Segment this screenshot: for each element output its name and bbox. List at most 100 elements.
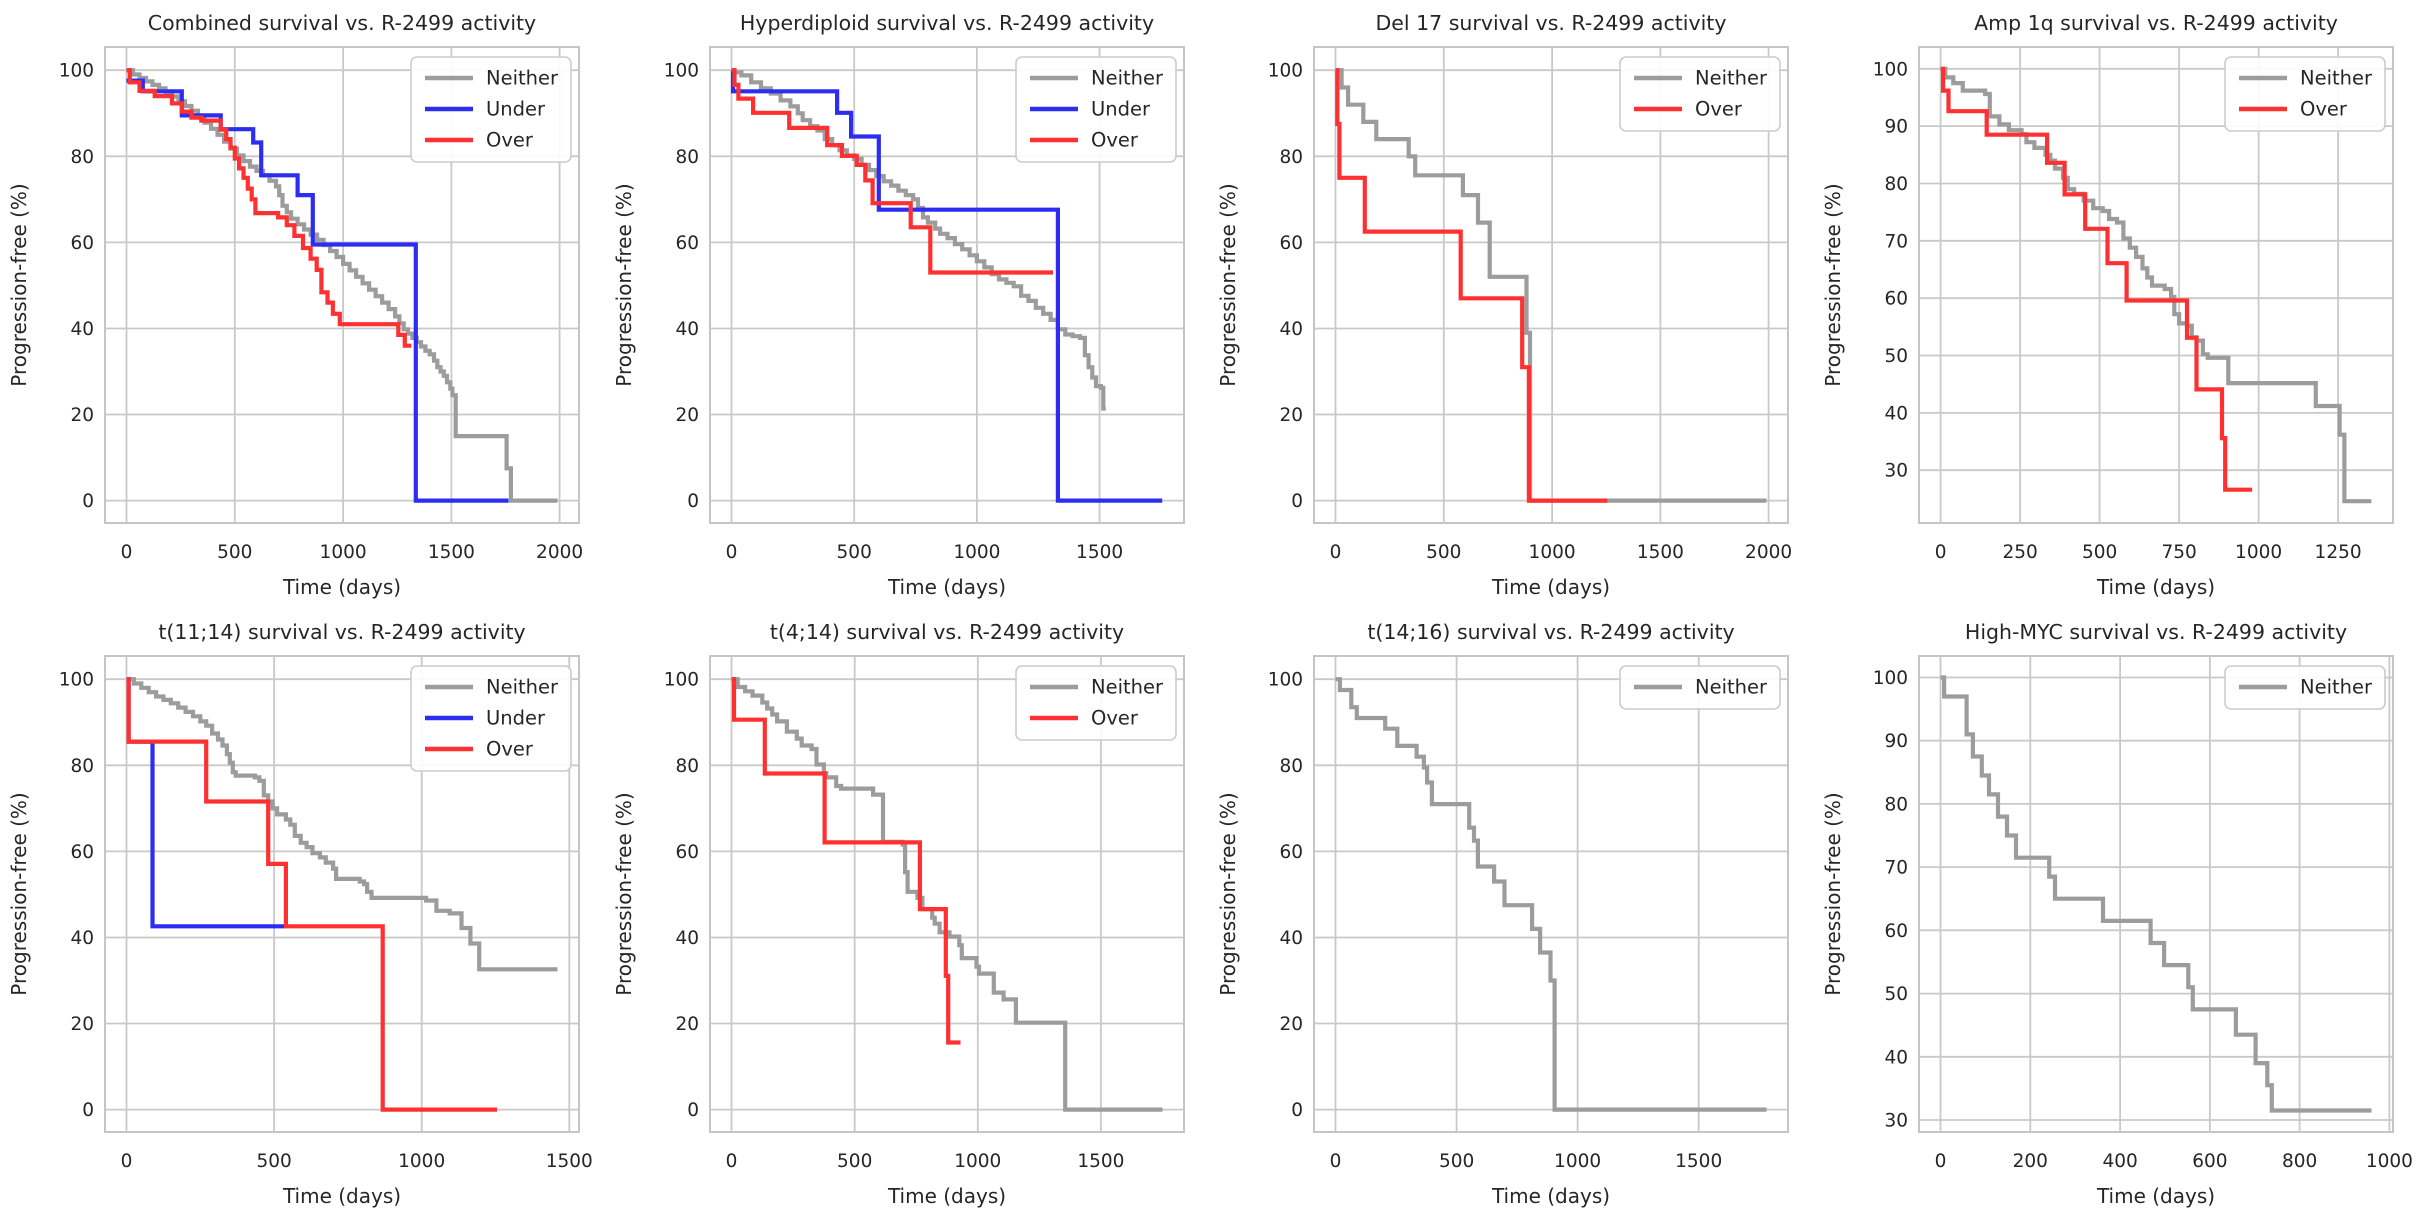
legend-label-under: Under xyxy=(486,707,546,730)
y-tick-label: 80 xyxy=(675,756,699,777)
y-tick-label: 20 xyxy=(675,405,699,426)
series-line-neither xyxy=(1335,677,1767,1112)
y-axis-label: Progression-free (%) xyxy=(1216,792,1240,995)
y-tick-label: 0 xyxy=(687,491,699,512)
series-line-neither xyxy=(126,677,558,972)
legend-label-neither: Neither xyxy=(486,676,559,699)
y-tick-label: 20 xyxy=(1279,405,1303,426)
x-tick-label: 600 xyxy=(2192,1151,2227,1172)
legend: Neither xyxy=(1619,665,1781,710)
y-axis-label: Progression-free (%) xyxy=(612,183,636,386)
y-tick-label: 90 xyxy=(1884,117,1908,138)
x-tick-label: 1500 xyxy=(546,1151,593,1172)
x-tick-label: 0 xyxy=(725,1151,737,1172)
x-axis-label: Time (days) xyxy=(2095,575,2214,599)
y-tick-label: 100 xyxy=(1872,59,1907,80)
x-tick-label: 500 xyxy=(1426,542,1461,563)
x-tick-label: 0 xyxy=(1330,542,1342,563)
legend-label-over: Over xyxy=(1091,129,1139,152)
subplot-hyperdiploid-survival: 0 500 1000 1500 0 20 40 60 80 100 Hyperdiploid sur… xyxy=(604,0,1209,609)
x-tick-label: 1000 xyxy=(953,542,1000,563)
x-tick-label: 200 xyxy=(2012,1151,2047,1172)
legend-label-under: Under xyxy=(1091,98,1151,121)
plot-title: Amp 1q survival vs. R-2499 activity xyxy=(1974,11,2338,35)
plot-title: Del 17 survival vs. R-2499 activity xyxy=(1376,11,1727,35)
x-tick-label: 2000 xyxy=(536,542,583,563)
legend-label-over: Over xyxy=(1091,707,1139,730)
plot-border xyxy=(708,46,1185,524)
y-axis-label: Progression-free (%) xyxy=(612,792,636,995)
y-tick-label: 40 xyxy=(70,319,94,340)
x-tick-label: 0 xyxy=(725,542,737,563)
y-tick-label: 60 xyxy=(70,842,94,863)
y-tick-label: 20 xyxy=(1279,1014,1303,1035)
x-tick-label: 1000 xyxy=(954,1151,1001,1172)
subplot-t4-14-survival: 0 500 1000 1500 0 20 40 60 80 100 t(4;14) survival… xyxy=(604,609,1209,1218)
y-tick-label: 100 xyxy=(1268,670,1303,691)
survival-chart-5: 0 500 1000 1500 0 20 40 60 80 100 t(4;14) survival… xyxy=(604,609,1209,1218)
x-tick-label: 0 xyxy=(121,542,133,563)
x-tick-label: 500 xyxy=(256,1151,291,1172)
x-tick-label: 1000 xyxy=(1529,542,1576,563)
legend-label-over: Over xyxy=(2300,98,2348,121)
survival-chart-6: 0 500 1000 1500 0 20 40 60 80 100 t(14;16) surviva… xyxy=(1209,609,1814,1218)
legend-box xyxy=(1014,56,1177,163)
y-tick-label: 70 xyxy=(1884,858,1908,879)
plot-border xyxy=(104,655,580,1133)
x-axis-label: Time (days) xyxy=(282,1184,401,1208)
plot-border xyxy=(1917,655,2394,1133)
x-tick-label: 750 xyxy=(2161,542,2196,563)
x-axis-label: Time (days) xyxy=(1491,1184,1610,1208)
y-axis-label: Progression-free (%) xyxy=(1216,183,1240,386)
plot-title: t(4;14) survival vs. R-2499 activity xyxy=(769,620,1123,644)
y-tick-label: 20 xyxy=(70,405,94,426)
subplot-highmyc-survival: 0 200 400 600 800 1000 30 40 50 60 70 80 90 100 High-M… xyxy=(1813,609,2418,1218)
x-tick-label: 1250 xyxy=(2314,542,2361,563)
y-tick-label: 80 xyxy=(1884,794,1908,815)
series-line-neither xyxy=(731,70,1106,411)
legend-label-over: Over xyxy=(1695,98,1743,121)
y-tick-label: 40 xyxy=(1279,319,1303,340)
chart-background xyxy=(1209,609,1814,1218)
x-tick-label: 0 xyxy=(121,1151,133,1172)
series-line-neither xyxy=(126,68,558,503)
plot-border xyxy=(104,46,580,524)
plot-border xyxy=(1313,655,1789,1133)
x-tick-label: 1000 xyxy=(1554,1151,1601,1172)
y-axis-label: Progression-free (%) xyxy=(1821,183,1845,386)
x-tick-label: 1000 xyxy=(2365,1151,2412,1172)
survival-chart-0: 0 500 1000 1500 2000 0 20 40 60 80 100 Combined sur… xyxy=(0,0,605,609)
y-tick-label: 60 xyxy=(1884,921,1908,942)
y-tick-label: 40 xyxy=(1884,1047,1908,1068)
legend: Neither xyxy=(2223,665,2386,710)
plot-title: Hyperdiploid survival vs. R-2499 activit… xyxy=(739,11,1153,35)
x-tick-label: 800 xyxy=(2281,1151,2316,1172)
y-tick-label: 40 xyxy=(1279,928,1303,949)
x-tick-label: 1000 xyxy=(320,542,367,563)
y-tick-label: 60 xyxy=(70,233,94,254)
x-tick-label: 0 xyxy=(1934,1151,1946,1172)
legend-box xyxy=(1014,665,1177,741)
y-tick-label: 60 xyxy=(1279,842,1303,863)
y-tick-label: 80 xyxy=(1884,174,1908,195)
survival-chart-2: 0 500 1000 1500 2000 0 20 40 60 80 100 Del 17 survi… xyxy=(1209,0,1814,609)
legend-label-neither: Neither xyxy=(1695,67,1768,90)
y-tick-label: 0 xyxy=(1291,491,1303,512)
y-tick-label: 80 xyxy=(70,756,94,777)
x-axis-label: Time (days) xyxy=(886,575,1005,599)
x-tick-label: 0 xyxy=(1934,542,1946,563)
x-axis-label: Time (days) xyxy=(282,575,401,599)
x-tick-label: 500 xyxy=(836,542,871,563)
plot-border xyxy=(1917,46,2394,524)
subplot-del17-survival: 0 500 1000 1500 2000 0 20 40 60 80 100 Del 17 survi… xyxy=(1209,0,1814,609)
survival-chart-3: 0 250 500 750 1000 1250 30 40 50 60 70 80 90 100 Amp 1… xyxy=(1813,0,2418,609)
series-line-over xyxy=(1335,68,1608,503)
y-tick-label: 70 xyxy=(1884,231,1908,252)
y-tick-label: 60 xyxy=(675,233,699,254)
plot-border xyxy=(708,655,1185,1133)
series-line-under xyxy=(730,68,1162,503)
y-tick-label: 30 xyxy=(1884,1111,1908,1132)
y-tick-label: 80 xyxy=(675,147,699,168)
y-tick-label: 80 xyxy=(1279,147,1303,168)
